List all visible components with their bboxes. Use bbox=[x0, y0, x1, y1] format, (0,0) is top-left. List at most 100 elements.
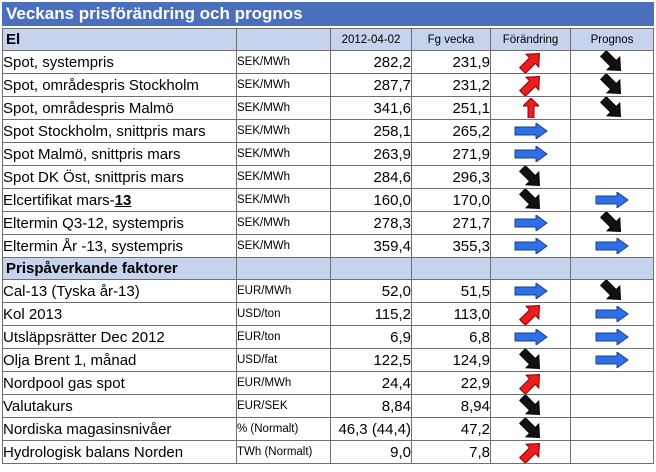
row-label: Utsläppsrätter Dec 2012 bbox=[2, 325, 237, 349]
row-value: 115,2 bbox=[330, 302, 412, 326]
row-unit: SEK/MWh bbox=[236, 96, 331, 120]
row-unit: USD/fat bbox=[236, 348, 331, 372]
row-value: 122,5 bbox=[330, 348, 412, 372]
table-row: Spot, områdespris Malmö SEK/MWh 341,6 251,1 bbox=[2, 96, 654, 120]
forecast-cell bbox=[570, 142, 654, 166]
change-cell bbox=[490, 417, 571, 441]
row-value: 359,4 bbox=[330, 234, 412, 258]
forecast-cell bbox=[570, 394, 654, 418]
row-value: 263,9 bbox=[330, 142, 412, 166]
arrow-right-icon bbox=[514, 145, 548, 162]
arrow-right-icon bbox=[514, 122, 548, 139]
table-row: Utsläppsrätter Dec 2012 EUR/ton 6,9 6,8 bbox=[2, 325, 654, 349]
change-cell bbox=[490, 440, 571, 464]
arrow-up-right-icon bbox=[518, 442, 543, 463]
arrow-down-right-icon bbox=[518, 395, 543, 417]
change-cell bbox=[490, 73, 571, 97]
row-unit: EUR/ton bbox=[236, 325, 331, 349]
row-label: Spot, områdespris Stockholm bbox=[2, 73, 237, 97]
forecast-cell bbox=[570, 348, 654, 372]
arrow-right-icon bbox=[595, 305, 629, 322]
arrow-up-right-icon bbox=[518, 304, 543, 325]
row-unit: EUR/MWh bbox=[236, 279, 331, 303]
arrow-down-right-icon bbox=[518, 349, 543, 371]
arrow-right-icon bbox=[514, 282, 548, 299]
row-unit: TWh (Normalt) bbox=[236, 440, 331, 464]
arrow-down-right-icon bbox=[600, 280, 624, 302]
row-label-text: Elcertifikat mars- bbox=[3, 191, 115, 209]
change-cell bbox=[490, 371, 571, 395]
row-label: Spot, systempris bbox=[2, 50, 237, 74]
change-cell bbox=[490, 50, 571, 74]
row-prev-value: 8,94 bbox=[411, 394, 491, 418]
arrow-down-right-icon bbox=[518, 418, 543, 440]
section-header: Prispåverkande faktorer bbox=[2, 257, 654, 280]
change-cell bbox=[490, 96, 571, 120]
row-value: 341,6 bbox=[330, 96, 412, 120]
table-row: Olja Brent 1, månad USD/fat 122,5 124,9 bbox=[2, 348, 654, 372]
arrow-down-right-icon bbox=[600, 97, 624, 119]
arrow-right-icon bbox=[595, 191, 629, 208]
section-header-blank bbox=[236, 28, 331, 51]
section-title: Prispåverkande faktorer bbox=[2, 257, 237, 280]
row-value: 160,0 bbox=[330, 188, 412, 212]
arrow-right-icon bbox=[595, 328, 629, 345]
row-value: 287,7 bbox=[330, 73, 412, 97]
section-header-blank bbox=[490, 257, 571, 280]
row-value: 8,84 bbox=[330, 394, 412, 418]
table-row: Spot Stockholm, snittpris mars SEK/MWh 258… bbox=[2, 119, 654, 143]
arrow-up-right-icon bbox=[518, 52, 543, 73]
column-header: Förändring bbox=[490, 28, 571, 51]
column-header: 2012-04-02 bbox=[330, 28, 412, 51]
table-row: Cal-13 (Tyska år-13) EUR/MWh 52,0 51,5 bbox=[2, 279, 654, 303]
arrow-down-right-icon bbox=[518, 166, 543, 188]
row-prev-value: 265,2 bbox=[411, 119, 491, 143]
row-label: Valutakurs bbox=[2, 394, 237, 418]
change-cell bbox=[490, 234, 571, 258]
row-unit: SEK/MWh bbox=[236, 142, 331, 166]
forecast-cell bbox=[570, 440, 654, 464]
row-unit: SEK/MWh bbox=[236, 165, 331, 189]
page-title: Veckans prisförändring och prognos bbox=[2, 2, 654, 26]
table-row: Hydrologisk balans Norden TWh (Normalt) 9,… bbox=[2, 440, 654, 464]
arrow-right-icon bbox=[595, 237, 629, 254]
row-unit: EUR/SEK bbox=[236, 394, 331, 418]
row-value: 6,9 bbox=[330, 325, 412, 349]
row-label: Nordpool gas spot bbox=[2, 371, 237, 395]
row-label: Eltermin Q3-12, systempris bbox=[2, 211, 237, 235]
row-value: 24,4 bbox=[330, 371, 412, 395]
forecast-cell bbox=[570, 96, 654, 120]
table-row: Spot DK Öst, snittpris mars SEK/MWh 284,6 2… bbox=[2, 165, 654, 189]
forecast-cell bbox=[570, 188, 654, 212]
row-unit: USD/ton bbox=[236, 302, 331, 326]
row-prev-value: 113,0 bbox=[411, 302, 491, 326]
forecast-cell bbox=[570, 417, 654, 441]
row-label: Hydrologisk balans Norden bbox=[2, 440, 237, 464]
arrow-down-right-icon bbox=[600, 212, 624, 234]
row-unit: SEK/MWh bbox=[236, 73, 331, 97]
row-prev-value: 22,9 bbox=[411, 371, 491, 395]
row-prev-value: 231,2 bbox=[411, 73, 491, 97]
row-label: Nordiska magasinsnivåer bbox=[2, 417, 237, 441]
row-unit: % (Normalt) bbox=[236, 417, 331, 441]
forecast-cell bbox=[570, 165, 654, 189]
forecast-cell bbox=[570, 302, 654, 326]
row-value: 52,0 bbox=[330, 279, 412, 303]
change-cell bbox=[490, 302, 571, 326]
row-unit: SEK/MWh bbox=[236, 188, 331, 212]
row-prev-value: 7,8 bbox=[411, 440, 491, 464]
row-value: 278,3 bbox=[330, 211, 412, 235]
table-row: Valutakurs EUR/SEK 8,84 8,94 bbox=[2, 394, 654, 418]
row-value: 46,3 (44,4) bbox=[330, 417, 412, 441]
section-header-blank bbox=[570, 257, 654, 280]
arrow-up-right-icon bbox=[518, 373, 543, 394]
row-label-suffix: 13 bbox=[114, 191, 132, 209]
row-prev-value: 251,1 bbox=[411, 96, 491, 120]
arrow-down-right-icon bbox=[600, 51, 624, 73]
change-cell bbox=[490, 119, 571, 143]
arrow-up-icon bbox=[522, 98, 539, 118]
row-prev-value: 296,3 bbox=[411, 165, 491, 189]
row-label: Spot DK Öst, snittpris mars bbox=[2, 165, 237, 189]
row-unit: SEK/MWh bbox=[236, 119, 331, 143]
row-label: Kol 2013 bbox=[2, 302, 237, 326]
